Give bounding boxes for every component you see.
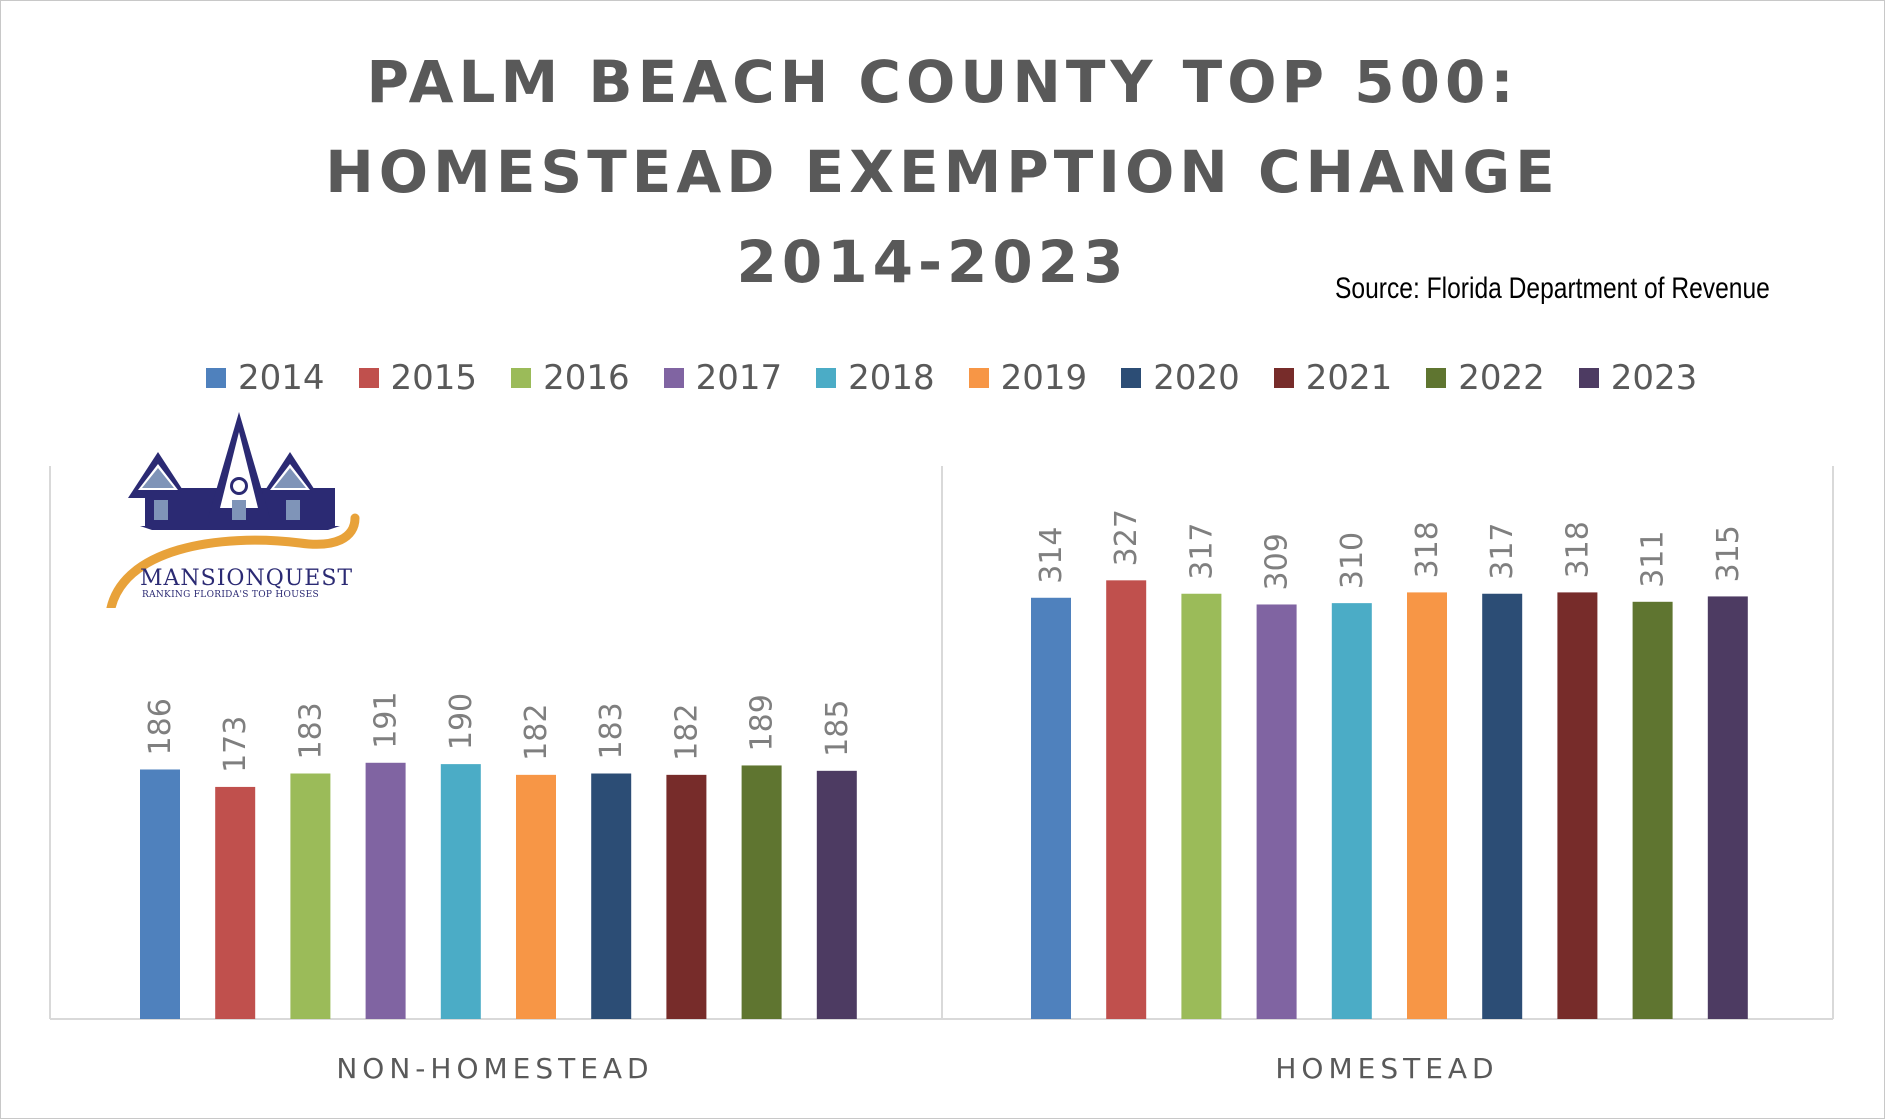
bar-homestead-2022 <box>1632 601 1673 1019</box>
legend-swatch <box>663 368 684 388</box>
legend-label: 2021 <box>1305 358 1393 398</box>
data-label: 173 <box>218 716 253 773</box>
data-label: 183 <box>293 702 328 759</box>
legend-item-2023: 2023 <box>1578 358 1698 398</box>
legend-item-2016: 2016 <box>511 358 630 398</box>
data-label: 190 <box>444 693 479 750</box>
data-label: 317 <box>1485 522 1520 579</box>
data-label: 318 <box>1410 521 1445 578</box>
bar-homestead-2021 <box>1557 592 1598 1019</box>
bar-homestead-2016 <box>1181 593 1222 1019</box>
data-label: 314 <box>1034 527 1069 584</box>
source-note: Source: Florida Department of Revenue <box>1335 272 1770 305</box>
logo-tagline: RANKING FLORIDA'S TOP HOUSES <box>142 590 319 600</box>
data-label: 310 <box>1335 532 1370 589</box>
data-label: 183 <box>594 702 629 759</box>
data-label: 182 <box>669 704 704 761</box>
bar-non-homestead-2015 <box>215 786 256 1019</box>
bar-homestead-2015 <box>1106 580 1147 1019</box>
legend-item-2022: 2022 <box>1426 358 1545 398</box>
legend-item-2019: 2019 <box>968 358 1088 398</box>
data-label: 309 <box>1260 533 1295 590</box>
data-label: 186 <box>143 698 178 755</box>
legend-swatch <box>358 368 379 388</box>
mansionquest-logo <box>106 412 360 608</box>
data-label: 311 <box>1636 531 1671 588</box>
chart-title-line-2: HOMESTEAD EXEMPTION CHANGE <box>325 138 1560 206</box>
legend-swatch <box>968 368 989 388</box>
legend-label: 2015 <box>390 358 478 398</box>
bar-homestead-2019 <box>1407 592 1447 1019</box>
logo-wordmark: MANSIONQUEST <box>140 566 354 591</box>
legend-label: 2022 <box>1458 358 1545 398</box>
bar-non-homestead-2016 <box>290 773 331 1019</box>
legend-swatch <box>511 368 532 388</box>
chart-title-line-1: PALM BEACH COUNTY TOP 500: <box>366 48 1519 116</box>
category-label-homestead: HOMESTEAD <box>1275 1052 1498 1085</box>
bar-non-homestead-2022 <box>741 765 782 1019</box>
data-label: 189 <box>745 694 780 751</box>
legend-label: 2016 <box>543 358 630 398</box>
bar-non-homestead-2021 <box>666 774 707 1019</box>
data-label: 317 <box>1184 522 1219 579</box>
bar-non-homestead-2017 <box>365 762 406 1019</box>
legend-label: 2017 <box>695 358 783 398</box>
bar-non-homestead-2018 <box>440 764 481 1019</box>
bar-non-homestead-2014 <box>140 769 180 1019</box>
legend-item-2018: 2018 <box>816 358 935 398</box>
legend-label: 2019 <box>1000 358 1088 398</box>
legend-swatch <box>1121 368 1142 388</box>
data-label: 185 <box>820 700 855 757</box>
category-label-non-homestead: NON-HOMESTEAD <box>336 1052 653 1085</box>
legend-label: 2018 <box>848 358 935 398</box>
legend-swatch <box>206 368 226 388</box>
data-label: 327 <box>1109 509 1144 566</box>
legend-label: 2023 <box>1610 358 1698 398</box>
bar-homestead-2023 <box>1707 596 1748 1019</box>
data-label: 191 <box>369 692 404 749</box>
bar-homestead-2014 <box>1031 597 1071 1019</box>
legend-item-2017: 2017 <box>663 358 783 398</box>
legend-swatch <box>1426 368 1447 388</box>
chart-title-line-3: 2014-2023 <box>736 228 1129 296</box>
legend-label: 2020 <box>1153 358 1240 398</box>
legend-swatch <box>816 368 837 388</box>
bar-homestead-2018 <box>1331 603 1372 1019</box>
data-label: 182 <box>519 704 554 761</box>
bar-non-homestead-2023 <box>816 770 857 1019</box>
data-label: 318 <box>1560 521 1595 578</box>
legend-item-2015: 2015 <box>358 358 478 398</box>
chart-legend: 2014 2015 2016 2017 2018 2019 2020 2021 2022 2023 <box>206 356 1731 400</box>
data-label: 315 <box>1711 525 1746 582</box>
bar-homestead-2017 <box>1256 604 1297 1019</box>
legend-label: 2014 <box>238 358 325 398</box>
legend-item-2020: 2020 <box>1121 358 1240 398</box>
legend-swatch <box>1578 368 1599 388</box>
legend-swatch <box>1273 368 1294 388</box>
bar-non-homestead-2020 <box>591 773 632 1019</box>
legend-item-2021: 2021 <box>1273 358 1393 398</box>
bar-homestead-2020 <box>1482 593 1523 1019</box>
legend-item-2014: 2014 <box>206 358 325 398</box>
bar-non-homestead-2019 <box>516 774 556 1019</box>
